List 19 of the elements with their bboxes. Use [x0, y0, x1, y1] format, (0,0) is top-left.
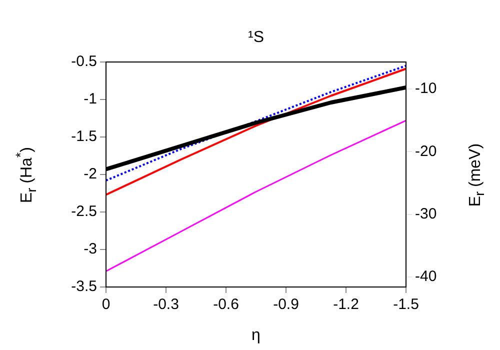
y-tick-label: -1.5 [71, 128, 97, 146]
chart-title: ¹S [248, 29, 264, 47]
x-tick-label: -0.9 [273, 296, 299, 314]
y-tick-label: -3.5 [71, 278, 97, 296]
y2-tick-label: -40 [415, 268, 437, 286]
y-tick-label: -2.5 [71, 203, 97, 220]
x-axis-title: η [252, 327, 260, 345]
y-tick-label: -0.5 [71, 53, 97, 70]
x-tick-label: -1.2 [333, 296, 359, 314]
x-tick-label: -0.3 [153, 296, 179, 314]
y2-tick-label: -20 [415, 142, 437, 160]
x-tick-label: -0.6 [213, 296, 239, 314]
x-tick-label: -1.5 [393, 296, 419, 314]
y-tick-label: -3 [84, 240, 97, 258]
y-tick-label: -1 [84, 90, 97, 108]
y2-tick-label: -30 [415, 205, 437, 222]
y-tick-label: -2 [84, 166, 97, 183]
x-tick-label: 0 [102, 296, 110, 314]
y2-tick-label: -10 [415, 80, 437, 98]
